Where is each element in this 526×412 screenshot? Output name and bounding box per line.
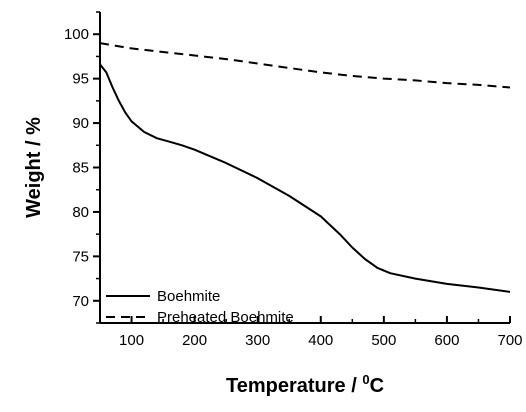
- x-tick-label: 500: [371, 332, 396, 349]
- series-line-boehmite: [99, 63, 511, 293]
- y-tick-label: 90: [72, 115, 89, 132]
- axes: 100 200 300 400 500 600 700 70 75 80 85 90 95 100: [64, 11, 523, 349]
- x-tick-label: 200: [182, 332, 207, 349]
- x-axis-title-unit: C: [370, 375, 384, 397]
- x-axis-title-superscript: 0: [362, 372, 369, 387]
- y-tick-label: 70: [72, 293, 89, 310]
- y-tick-label: 85: [72, 160, 89, 177]
- y-tick-label: 75: [72, 248, 89, 265]
- x-tick-label: 400: [308, 332, 333, 349]
- y-axis-title: Weight / %: [23, 117, 45, 218]
- x-axis-title: Temperature / 0C: [226, 372, 384, 397]
- x-tick-label: 700: [497, 332, 522, 349]
- y-tick-label: 95: [72, 71, 89, 88]
- x-axis-ticks: 100 200 300 400 500 600 700: [119, 316, 523, 349]
- x-tick-label: 600: [434, 332, 459, 349]
- x-axis-title-text: Temperature /: [226, 375, 362, 397]
- y-tick-label: 100: [64, 26, 89, 43]
- legend-label: Preheated Boehmite: [157, 309, 294, 326]
- series-line-preheated-boehmite: [99, 42, 511, 89]
- y-tick-label: 80: [72, 204, 89, 221]
- plot-area: [99, 42, 511, 293]
- x-tick-label: 100: [119, 332, 144, 349]
- legend: Boehmite Preheated Boehmite: [106, 288, 294, 326]
- legend-label: Boehmite: [157, 288, 220, 305]
- x-tick-label: 300: [245, 332, 270, 349]
- y-axis-ticks: 70 75 80 85 90 95 100: [64, 11, 100, 324]
